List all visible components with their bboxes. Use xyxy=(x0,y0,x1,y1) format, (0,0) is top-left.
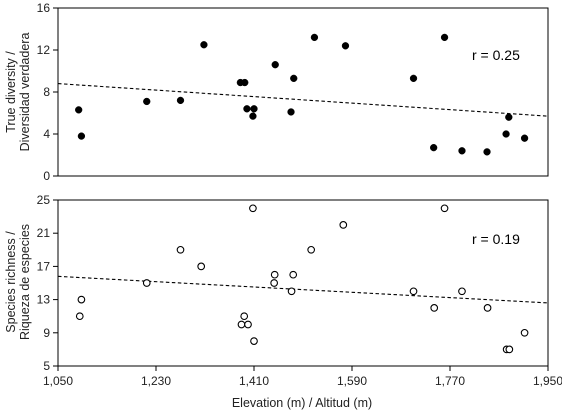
data-point xyxy=(75,106,83,114)
y-tick-label: 21 xyxy=(37,226,51,240)
y-tick-label: 0 xyxy=(43,169,50,183)
data-point xyxy=(520,328,529,337)
plot-frame xyxy=(57,199,549,367)
data-point xyxy=(520,134,529,142)
y-tick-label: 12 xyxy=(37,43,51,57)
correlation-label: r = 0.19 xyxy=(472,231,520,247)
data-point xyxy=(341,42,350,50)
data-point xyxy=(249,204,257,213)
y-tick-label: 5 xyxy=(43,359,50,373)
trend-line xyxy=(57,83,549,117)
data-point xyxy=(270,270,279,279)
data-point xyxy=(430,304,439,312)
data-point xyxy=(505,113,513,121)
y-tick-label: 16 xyxy=(37,1,51,15)
y-axis-title-line-2: Diversidad verdadera xyxy=(18,33,32,152)
data-point xyxy=(250,105,258,113)
data-point xyxy=(339,221,348,229)
data-point xyxy=(176,245,185,254)
data-point xyxy=(458,147,466,155)
data-point xyxy=(287,287,296,296)
data-point xyxy=(505,345,514,354)
y-tick-label: 4 xyxy=(43,127,50,141)
y-axis-title-line-2: Riqueza de especies xyxy=(18,224,32,340)
y-tick-label: 9 xyxy=(43,326,50,340)
x-tick-label: 1,050 xyxy=(43,374,73,388)
y-tick-label: 8 xyxy=(43,85,50,99)
data-point xyxy=(310,33,319,42)
data-point xyxy=(244,320,252,329)
data-point xyxy=(143,97,151,106)
data-point xyxy=(307,245,316,254)
data-point xyxy=(289,270,298,279)
x-tick-label: 1,410 xyxy=(239,374,269,388)
panel-true-diversity: True diversity / Diversidad verdadera r … xyxy=(4,1,549,183)
data-point xyxy=(237,320,246,329)
data-point xyxy=(176,96,185,105)
trend-line xyxy=(57,275,549,304)
data-point xyxy=(483,148,491,156)
x-tick-label: 1,590 xyxy=(337,374,367,388)
correlation-label: r = 0.25 xyxy=(472,47,520,63)
data-point xyxy=(197,262,206,271)
data-point xyxy=(440,204,449,213)
data-point xyxy=(240,312,249,321)
data-point xyxy=(77,132,86,140)
data-point xyxy=(271,61,279,69)
data-point xyxy=(200,41,208,49)
data-point xyxy=(458,287,466,296)
data-point xyxy=(409,287,418,296)
data-point xyxy=(290,74,298,82)
data-point xyxy=(75,312,84,321)
x-tick-label: 1,950 xyxy=(533,374,562,388)
y-tick-label: 17 xyxy=(37,259,51,273)
y-axis-title-line-1: Species richness / xyxy=(4,231,18,333)
x-axis-title: Elevation (m) / Altitud (m) xyxy=(232,396,372,410)
data-point xyxy=(483,304,492,312)
data-point xyxy=(241,78,249,87)
data-point xyxy=(249,112,257,120)
data-point xyxy=(270,279,278,287)
data-point xyxy=(502,130,510,138)
y-tick-label: 25 xyxy=(37,193,51,207)
y-tick-label: 13 xyxy=(37,293,51,307)
data-point xyxy=(243,105,251,113)
data-point xyxy=(287,108,295,116)
plot-frame xyxy=(57,7,549,177)
data-point xyxy=(440,33,449,42)
data-point xyxy=(430,144,438,152)
x-tick-label: 1,770 xyxy=(435,374,465,388)
data-point xyxy=(250,337,258,345)
panel-species-richness: Species richness / Riqueza de especies r… xyxy=(4,193,562,410)
data-point xyxy=(409,74,418,82)
x-tick-label: 1,230 xyxy=(141,374,171,388)
data-point xyxy=(142,279,151,287)
y-axis-title-line-1: True diversity / xyxy=(4,51,18,133)
data-point xyxy=(77,295,86,304)
